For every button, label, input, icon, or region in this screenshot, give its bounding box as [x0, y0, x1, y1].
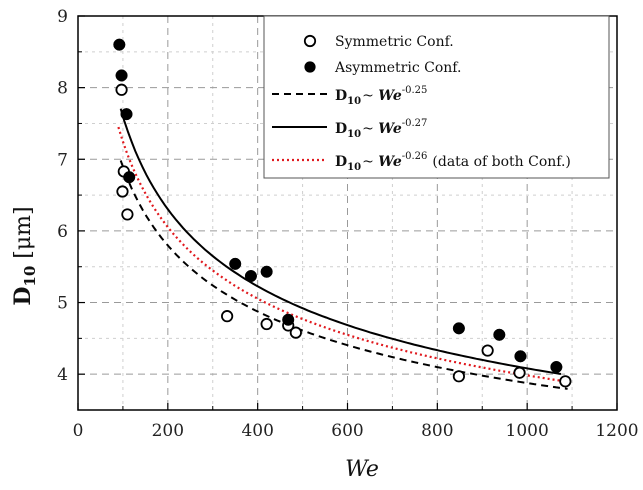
- legend-entry-fit-both: D10~ We-0.26 (data of both Conf.): [272, 151, 571, 173]
- y-tick-label: 8: [57, 79, 68, 99]
- tick-labels: 0 200 400 600 800 1000 1200 4 5 6 7 8 9: [57, 7, 638, 441]
- legend-label-fit-asymmetric: D10~ We-0.27: [335, 118, 427, 140]
- point-symmetric: [559, 375, 572, 388]
- point-asymmetric: [113, 38, 126, 51]
- fit-curves: [117, 108, 568, 390]
- point-asymmetric: [452, 322, 465, 335]
- point-asymmetric: [514, 350, 527, 363]
- y-tick-label: 6: [57, 222, 68, 242]
- x-tick-label: 0: [73, 421, 84, 441]
- point-symmetric: [121, 208, 134, 221]
- point-symmetric: [260, 317, 273, 331]
- legend-filled-circle-marker: [304, 61, 316, 73]
- legend-open-circle-marker: [303, 34, 317, 48]
- legend-label-fit-both: D10~ We-0.26 (data of both Conf.): [335, 151, 571, 173]
- x-tick-label: 400: [241, 421, 273, 441]
- point-asymmetric: [493, 328, 506, 341]
- fit-curve-dashed: [119, 160, 568, 390]
- point-symmetric: [452, 370, 465, 383]
- legend-label-asymmetric: Asymmetric Conf.: [334, 60, 461, 76]
- data-points: [113, 38, 572, 388]
- axis-ticks: [77, 15, 618, 411]
- point-asymmetric: [550, 360, 563, 374]
- y-tick-label: 5: [57, 294, 68, 314]
- point-asymmetric: [244, 269, 257, 283]
- y-tick-label: 7: [57, 150, 68, 170]
- y-tick-label: 4: [57, 365, 68, 385]
- legend-entry-symmetric: Symmetric Conf.: [303, 34, 454, 50]
- legend-entry-fit-asymmetric: D10~ We-0.27: [272, 118, 427, 140]
- x-tick-label: 1000: [506, 421, 549, 441]
- point-asymmetric: [229, 257, 242, 270]
- point-symmetric: [513, 366, 526, 379]
- legend-box: [263, 15, 610, 179]
- fit-curve-dotted: [117, 126, 564, 383]
- x-tick-label: 600: [331, 421, 363, 441]
- point-asymmetric: [282, 313, 295, 326]
- y-axis-title: D10 [μm]: [10, 206, 39, 305]
- y-axis-title-sub: 10: [21, 266, 39, 287]
- legend-label-symmetric: Symmetric Conf.: [335, 34, 454, 50]
- y-axis-title-unit: [μm]: [11, 206, 36, 265]
- point-asymmetric: [123, 171, 136, 184]
- point-symmetric: [289, 326, 302, 339]
- point-asymmetric: [260, 265, 273, 278]
- fit-curve-solid: [119, 108, 562, 375]
- point-symmetric: [116, 185, 129, 198]
- legend-entry-fit-symmetric: D10~ We-0.25: [272, 85, 427, 107]
- y-axis-title-main: D: [10, 287, 36, 306]
- point-asymmetric: [120, 108, 133, 121]
- x-tick-label: 800: [421, 421, 453, 441]
- point-symmetric: [481, 344, 494, 357]
- legend-entry-asymmetric: Asymmetric Conf.: [304, 60, 461, 76]
- x-axis-title: We: [345, 457, 379, 482]
- legend-label-fit-symmetric: D10~ We-0.25: [335, 85, 427, 107]
- point-symmetric: [221, 310, 234, 323]
- point-asymmetric: [115, 69, 128, 82]
- legend: Symmetric Conf. Asymmetric Conf. D10~ We…: [263, 15, 610, 179]
- x-tick-label: 1200: [595, 421, 638, 441]
- y-tick-label: 9: [57, 7, 68, 27]
- point-symmetric: [115, 83, 128, 96]
- x-tick-label: 200: [152, 421, 184, 441]
